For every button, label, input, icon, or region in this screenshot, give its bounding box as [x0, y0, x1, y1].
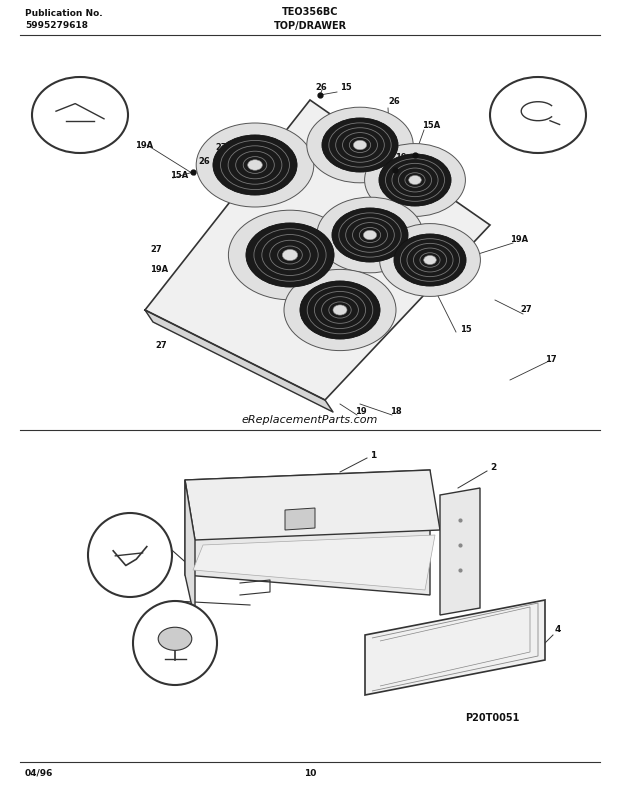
Ellipse shape: [394, 234, 466, 286]
Text: TEO356BC: TEO356BC: [281, 7, 339, 17]
Text: 26: 26: [198, 157, 210, 167]
Text: 19A: 19A: [135, 141, 153, 149]
Ellipse shape: [307, 107, 413, 182]
Polygon shape: [193, 535, 435, 590]
Text: 19: 19: [395, 153, 407, 163]
Polygon shape: [285, 508, 315, 530]
Text: 44: 44: [168, 656, 182, 666]
Text: Publication No.: Publication No.: [25, 9, 103, 18]
Text: 7: 7: [126, 568, 133, 577]
Ellipse shape: [333, 305, 347, 315]
Polygon shape: [440, 488, 480, 615]
Text: eReplacementParts.com: eReplacementParts.com: [242, 415, 378, 425]
Ellipse shape: [247, 160, 262, 171]
Text: 27: 27: [215, 144, 227, 152]
Text: 27: 27: [155, 340, 167, 349]
Text: 19A: 19A: [510, 235, 528, 244]
Text: 15A: 15A: [422, 122, 440, 130]
Ellipse shape: [32, 77, 128, 153]
Text: 15: 15: [460, 325, 472, 334]
Circle shape: [133, 601, 217, 685]
Text: 26: 26: [315, 82, 327, 92]
Text: 19: 19: [355, 408, 366, 416]
Text: 18: 18: [390, 408, 402, 416]
Text: 04/96: 04/96: [25, 769, 53, 777]
Text: 15: 15: [340, 84, 352, 92]
Ellipse shape: [246, 223, 334, 287]
Ellipse shape: [379, 154, 451, 206]
Ellipse shape: [300, 281, 380, 339]
Text: 27: 27: [150, 246, 162, 254]
Text: P20T0051: P20T0051: [465, 713, 520, 723]
Ellipse shape: [322, 118, 398, 172]
Ellipse shape: [284, 269, 396, 351]
Ellipse shape: [332, 208, 408, 262]
Ellipse shape: [363, 230, 376, 239]
Ellipse shape: [409, 175, 422, 185]
Text: 4: 4: [555, 626, 561, 634]
Ellipse shape: [213, 135, 297, 195]
Ellipse shape: [228, 210, 352, 299]
Ellipse shape: [490, 77, 586, 153]
Polygon shape: [365, 600, 545, 695]
Ellipse shape: [353, 141, 366, 150]
Ellipse shape: [394, 234, 466, 286]
Text: 27: 27: [520, 306, 531, 314]
Text: 17: 17: [545, 356, 557, 364]
Polygon shape: [185, 470, 440, 540]
Ellipse shape: [300, 281, 380, 339]
Ellipse shape: [282, 250, 298, 261]
Ellipse shape: [213, 135, 297, 195]
Text: 5995279618: 5995279618: [25, 21, 88, 31]
Text: 10: 10: [304, 769, 316, 777]
Polygon shape: [185, 480, 195, 620]
Ellipse shape: [365, 144, 466, 216]
Polygon shape: [145, 100, 490, 400]
Text: 19A: 19A: [71, 128, 89, 137]
Polygon shape: [145, 310, 333, 412]
Text: TOP/DRAWER: TOP/DRAWER: [273, 21, 347, 31]
Ellipse shape: [158, 627, 192, 650]
Ellipse shape: [379, 154, 451, 206]
Polygon shape: [185, 470, 430, 595]
Text: 2: 2: [490, 464, 496, 472]
Text: 18: 18: [532, 128, 544, 137]
Text: 15A: 15A: [170, 171, 188, 179]
Text: 19A: 19A: [150, 265, 168, 274]
Ellipse shape: [317, 198, 423, 273]
Ellipse shape: [379, 224, 480, 296]
Ellipse shape: [423, 255, 436, 265]
Text: 1: 1: [370, 450, 376, 460]
Ellipse shape: [332, 208, 408, 262]
Text: 26: 26: [388, 97, 400, 107]
Ellipse shape: [196, 123, 314, 207]
Ellipse shape: [246, 223, 334, 287]
Circle shape: [88, 513, 172, 597]
Ellipse shape: [322, 118, 398, 172]
